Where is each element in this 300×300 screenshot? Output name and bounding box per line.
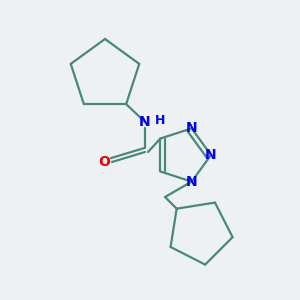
Text: N: N — [205, 148, 217, 162]
Text: O: O — [98, 155, 110, 169]
Text: H: H — [155, 113, 165, 127]
Text: N: N — [186, 175, 197, 189]
Text: N: N — [139, 115, 151, 129]
Text: N: N — [186, 122, 197, 135]
